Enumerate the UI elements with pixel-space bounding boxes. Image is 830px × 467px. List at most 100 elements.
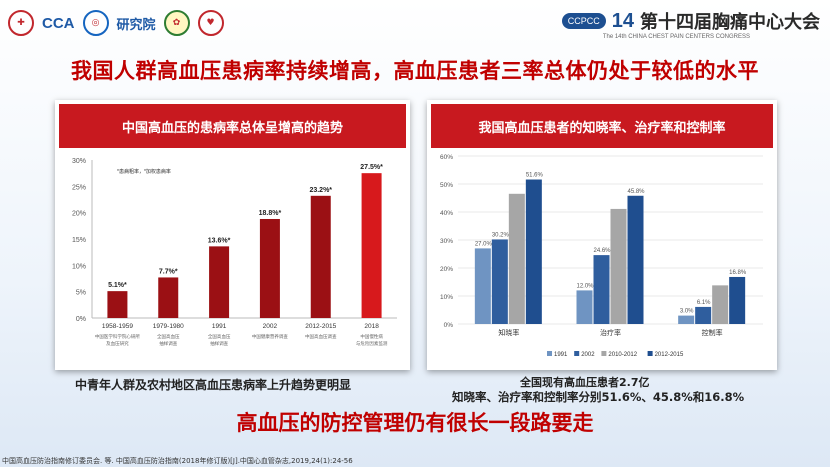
awareness-bar-chart: 0% 10% 20% 30% 40% 50% 60% 27.0% 30.2% 51.6% 知晓率 12… [440, 154, 763, 358]
bar [627, 195, 644, 324]
x-tick-label: 1958-1959 [102, 323, 133, 330]
y-tick-label: 50% [440, 182, 453, 189]
y-tick-label: 5% [76, 290, 86, 297]
bar [474, 248, 491, 324]
x-tick-label: 2012-2015 [305, 323, 336, 330]
legend-swatch [547, 351, 552, 356]
x-tick-label: 控制率 [702, 328, 723, 337]
bar [259, 218, 280, 318]
bar [576, 290, 593, 324]
bar [678, 315, 695, 324]
x-sub-label: 中国健康营养调查 [252, 333, 288, 340]
y-tick-label: 25% [72, 184, 86, 191]
reference-footnote: 中国高血压防治指南修订委员会. 等. 中国高血压防治指南(2018年修订版)[J… [2, 457, 353, 465]
legend-label: 2010-2012 [608, 352, 637, 358]
x-sub-label: 全国高血压 [157, 333, 180, 340]
y-tick-label: 0% [76, 316, 86, 323]
bar [593, 255, 610, 324]
x-sub-label: 中国慢性病 [360, 333, 383, 340]
top-banner: ✚ CCA ◎ 研究院 ✿ ♥ CCPCC 14 第十四届胸痛中心大会 The … [0, 0, 830, 52]
bar [209, 246, 230, 318]
conference-subtitle: The 14th CHINA CHEST PAIN CENTERS CONGRE… [602, 34, 750, 40]
bar [158, 277, 179, 318]
awareness-panel-heading: 我国高血压患者的知晓率、治疗率和控制率 [431, 104, 773, 148]
legend-label: 2002 [581, 352, 595, 358]
bar [729, 276, 746, 324]
cca-logo: CCA [42, 14, 75, 32]
y-tick-label: 0% [444, 322, 454, 329]
bar-value-label: 24.6% [593, 248, 611, 254]
x-tick-label: 治疗率 [600, 328, 621, 337]
x-sub-label: 全国高血压 [208, 333, 231, 340]
bar-value-label: 18.8%* [259, 210, 282, 217]
bar [712, 285, 729, 324]
research-institute-logo: 研究院 [116, 16, 156, 32]
bar [610, 208, 627, 324]
legend-label: 1991 [554, 352, 568, 358]
bar [508, 193, 525, 324]
y-tick-label: 10% [440, 294, 453, 301]
conference-title: 第十四届胸痛中心大会 [640, 12, 820, 33]
bar-value-label: 5.1%* [108, 282, 127, 289]
society-logo-icon: ✚ [8, 10, 34, 36]
y-tick-label: 20% [440, 266, 453, 273]
bar [525, 179, 542, 324]
bar-value-label: 23.2%* [309, 187, 332, 194]
x-sub-label: 抽样调查 [159, 340, 177, 347]
bar [695, 306, 712, 324]
x-sub-label: 中国高血压调查 [305, 333, 337, 340]
prevalence-bar-chart: 0% 5% 10% 15% 20% 25% 30% *患病粗率，*加权患病率 5.1%* 1958… [72, 158, 397, 347]
patients-count-caption: 全国现有高血压患者2.7亿 [520, 376, 650, 389]
x-tick-label: 1991 [212, 323, 227, 330]
bar-value-label: 12.0% [576, 283, 594, 289]
conference-badge: CCPCC [561, 13, 606, 29]
bar-value-label: 30.2% [492, 232, 510, 238]
y-tick-label: 60% [440, 154, 453, 161]
bar [361, 173, 382, 318]
x-sub-label: 及血压研究 [106, 340, 129, 347]
prevalence-panel: 中国高血压的患病率总体呈增高的趋势 0% 5% 10% 15% 20% 25% 30% *患病… [55, 100, 410, 370]
bar-value-label: 51.6% [526, 173, 544, 179]
bar-value-label: 3.0% [680, 309, 694, 315]
x-sub-label: 抽样调查 [210, 340, 228, 347]
y-tick-label: 20% [72, 211, 86, 218]
conference-number: 14 [611, 9, 634, 32]
prevalence-panel-heading: 中国高血压的患病率总体呈增高的趋势 [59, 104, 406, 148]
sponsor-logos: ✚ CCA ◎ 研究院 ✿ ♥ [8, 10, 224, 36]
chart-note: *患病粗率，*加权患病率 [117, 168, 171, 175]
bar-value-label: 7.7%* [159, 268, 178, 275]
legend-swatch [601, 351, 607, 356]
x-tick-label: 知晓率 [498, 328, 519, 337]
y-tick-label: 30% [72, 158, 86, 165]
bar-value-label: 13.6%* [208, 237, 231, 244]
bar-value-label: 16.8% [729, 270, 747, 276]
legend-swatch [574, 351, 580, 356]
bar [491, 239, 508, 324]
awareness-panel: 我国高血压患者的知晓率、治疗率和控制率 0% 10% 20% 30% 40% 50% 60%… [427, 100, 777, 370]
y-tick-label: 15% [72, 237, 86, 244]
conference-logo: CCPCC 14 第十四届胸痛中心大会 [561, 8, 820, 34]
y-tick-label: 40% [440, 210, 453, 217]
awareness-chart-area: 0% 10% 20% 30% 40% 50% 60% 27.0% 30.2% 51.6% 知晓率 12… [432, 152, 772, 365]
bar-value-label: 6.1% [697, 300, 711, 306]
legend-swatch [647, 351, 653, 356]
conclusion-title: 高血压的防控管理仍有很长一段路要走 [236, 411, 594, 435]
bar-value-label: 27.0% [475, 241, 493, 247]
prevalence-chart-area: 0% 5% 10% 15% 20% 25% 30% *患病粗率，*加权患病率 5.1%* 1958… [60, 152, 405, 365]
research-logo-icon: ◎ [82, 10, 109, 36]
legend-label: 2012-2015 [655, 352, 684, 358]
slide-title: 我国人群高血压患病率持续增高，高血压患者三率总体仍处于较低的水平 [71, 59, 759, 83]
x-tick-label: 2018 [364, 323, 379, 330]
x-tick-label: 1979-1980 [153, 323, 184, 330]
x-tick-label: 2002 [263, 323, 278, 330]
prevalence-caption: 中青年人群及农村地区高血压患病率上升趋势更明显 [75, 378, 352, 392]
bar-value-label: 45.8% [627, 189, 645, 195]
rates-caption: 知晓率、治疗率和控制率分别51.6%、45.8%和16.8% [452, 390, 745, 404]
bar-value-label: 27.5%* [360, 164, 383, 171]
y-tick-label: 10% [72, 263, 86, 270]
x-sub-label: 与危险因素监测 [356, 340, 388, 347]
association-seal-icon: ✿ [163, 10, 190, 36]
x-sub-label: 中国医学科学院心研所 [95, 333, 140, 340]
bar [107, 291, 128, 318]
bar [310, 195, 331, 318]
